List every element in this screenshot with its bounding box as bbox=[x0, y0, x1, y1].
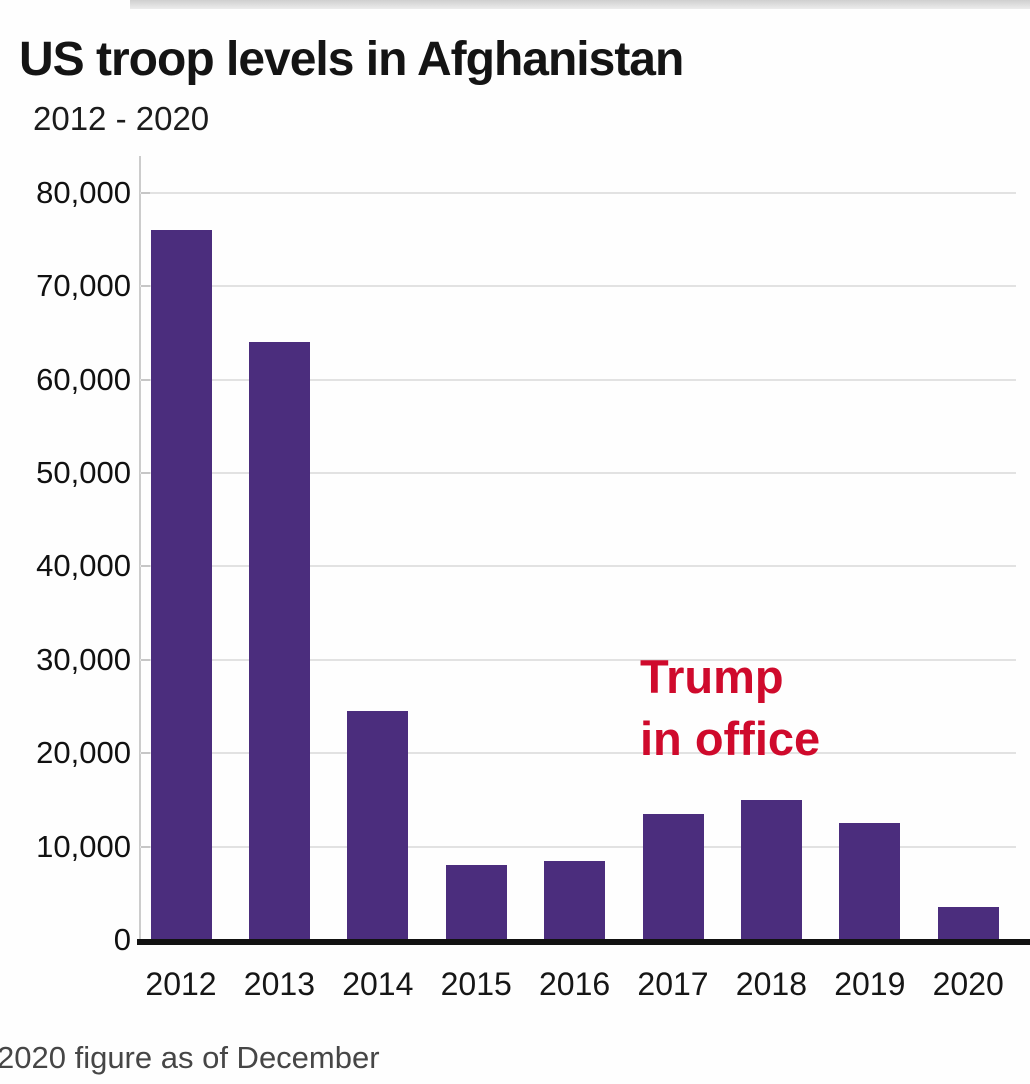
y-axis-label-20,000: 20,000 bbox=[36, 735, 131, 771]
y-axis-label-50,000: 50,000 bbox=[36, 455, 131, 490]
annotation-trump-in-office: Trump in office bbox=[640, 646, 820, 770]
y-tick-30,000 bbox=[141, 658, 150, 661]
chart-subtitle: 2012 - 2020 bbox=[33, 100, 210, 137]
bar-2019 bbox=[839, 823, 901, 940]
y-gridline-20,000 bbox=[140, 752, 1016, 755]
y-axis-line bbox=[139, 156, 141, 942]
chart-title: US troop levels in Afghanistan bbox=[19, 33, 684, 86]
y-axis-label-30,000: 30,000 bbox=[36, 641, 131, 677]
x-axis-label-2020: 2020 bbox=[932, 966, 1004, 1002]
x-axis-label-2017: 2017 bbox=[637, 966, 709, 1002]
y-tick-70,000 bbox=[141, 285, 150, 288]
x-axis-label-2012: 2012 bbox=[145, 966, 217, 1002]
bar-2015 bbox=[445, 865, 507, 940]
y-gridline-10,000 bbox=[140, 845, 1016, 848]
y-gridline-30,000 bbox=[140, 658, 1016, 661]
y-gridline-50,000 bbox=[140, 472, 1016, 474]
x-axis-label-2014: 2014 bbox=[342, 966, 414, 1002]
footnote: 2020 figure as of December bbox=[0, 1040, 380, 1075]
y-tick-40,000 bbox=[141, 565, 150, 568]
y-tick-60,000 bbox=[141, 378, 150, 381]
bar-2014 bbox=[347, 711, 409, 940]
x-axis-label-2019: 2019 bbox=[834, 966, 906, 1002]
x-axis-baseline bbox=[137, 939, 1030, 945]
x-axis-label-2015: 2015 bbox=[440, 966, 512, 1002]
y-axis-label-60,000: 60,000 bbox=[36, 361, 131, 397]
y-gridline-80,000 bbox=[140, 191, 1016, 194]
bar-2020 bbox=[937, 907, 999, 940]
y-gridline-70,000 bbox=[140, 285, 1016, 288]
x-axis-label-2013: 2013 bbox=[243, 966, 315, 1002]
annotation-line-1: Trump bbox=[640, 650, 784, 703]
y-axis-label-40,000: 40,000 bbox=[36, 548, 131, 584]
y-axis-label-70,000: 70,000 bbox=[36, 268, 131, 304]
y-tick-50,000 bbox=[141, 472, 150, 474]
y-tick-20,000 bbox=[141, 752, 150, 755]
bar-2013 bbox=[248, 342, 310, 940]
y-gridline-60,000 bbox=[140, 378, 1016, 381]
y-axis-label-0: 0 bbox=[113, 922, 131, 957]
x-axis-label-2016: 2016 bbox=[539, 966, 611, 1002]
top-gray-strip bbox=[130, 0, 1030, 9]
y-gridline-40,000 bbox=[140, 565, 1016, 568]
y-tick-80,000 bbox=[141, 191, 150, 194]
y-tick-10,000 bbox=[141, 845, 150, 848]
y-axis-label-10,000: 10,000 bbox=[36, 828, 131, 864]
bar-2016 bbox=[544, 860, 606, 940]
x-axis-label-2018: 2018 bbox=[735, 966, 807, 1002]
bar-2012 bbox=[150, 230, 212, 940]
bar-2017 bbox=[642, 813, 704, 940]
y-axis-label-80,000: 80,000 bbox=[36, 174, 131, 210]
annotation-line-2: in office bbox=[640, 712, 821, 765]
bar-2018 bbox=[740, 799, 802, 940]
